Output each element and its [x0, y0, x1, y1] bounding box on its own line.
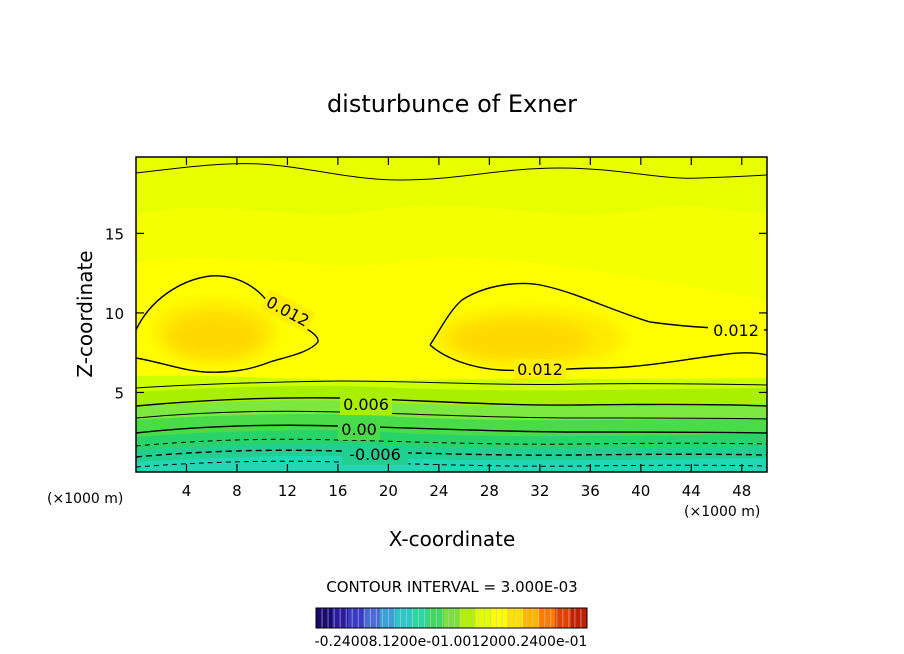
x-tick-label: 20: [379, 482, 398, 500]
contour-label-0.006: 0.006: [343, 395, 389, 414]
label-bg-0.012-b: [514, 359, 566, 379]
contour-label-0.012-c: 0.012: [713, 321, 759, 340]
x-tick-label: 4: [182, 482, 192, 500]
contour-line-neg-0.003: [136, 438, 767, 447]
contour-fill: [136, 157, 767, 472]
label-bg-0.012-c: [708, 320, 764, 340]
x-tick-label: 48: [732, 482, 751, 500]
contour-label-neg-0.006: -0.006: [349, 445, 401, 464]
colorbar-swatch: [443, 608, 460, 628]
y-tick-label: 15: [105, 225, 124, 243]
contour-line-0.012-left-cell: [136, 275, 319, 373]
contour-lines: [136, 163, 767, 468]
x-tick-label: 44: [682, 482, 701, 500]
contour-label-0.012-b: 0.012: [517, 360, 563, 379]
x-tick-label: 24: [429, 482, 448, 500]
colorbar-swatch: [507, 608, 524, 628]
y-axis-unit-right: (×1000 m): [684, 504, 760, 520]
colorbar-swatch: [555, 608, 572, 628]
fill-cell-right-core: [450, 320, 590, 360]
colorbar-swatch: [491, 608, 508, 628]
x-tick-label: 8: [232, 482, 242, 500]
chart-title: disturbunce of Exner: [327, 90, 577, 118]
contour-line-0.009: [136, 380, 767, 389]
colorbar-swatch: [411, 608, 429, 628]
x-tick-label: 28: [480, 482, 499, 500]
colorbar: [316, 608, 588, 628]
fill-cell-left-core: [167, 314, 263, 358]
x-axis-unit-left: (×1000 m): [47, 491, 123, 507]
y-tick-label: 5: [114, 384, 124, 402]
x-tick-label: 40: [631, 482, 650, 500]
label-bg-neg-0.006: [342, 445, 408, 465]
x-tick-label: 12: [278, 482, 297, 500]
colorbar-swatch: [316, 608, 333, 628]
colorbar-swatch: [475, 608, 492, 628]
x-tick-label: 16: [328, 482, 347, 500]
contour-line-neg-0.006: [136, 449, 767, 458]
fill-band-teal-2: [136, 455, 767, 472]
contour-line-0.00: [136, 424, 767, 434]
y-axis-label: Z-coordinate: [73, 250, 97, 377]
colorbar-swatch: [427, 608, 445, 628]
contour-line-0.012-right-cell: [429, 282, 767, 346]
contour-label-0.00: 0.00: [341, 420, 377, 439]
x-tick-label: 32: [530, 482, 549, 500]
colorbar-swatch: [347, 608, 365, 628]
colorbar-swatch: [539, 608, 556, 628]
y-tick-label: 10: [105, 305, 124, 323]
x-axis-ticks: 4 8 12 16 20 24 28 32 36 40 44 48: [182, 157, 751, 500]
x-tick-label: 36: [581, 482, 600, 500]
colorbar-swatch: [363, 608, 381, 628]
contour-line-top: [136, 163, 767, 181]
colorbar-swatch: [395, 608, 413, 628]
contour-line-0.006: [136, 397, 767, 407]
x-axis-label: X-coordinate: [389, 527, 516, 551]
colorbar-swatch: [523, 608, 540, 628]
colorbar-labels: -0.24008.1200e-01.0012000.2400e-01: [315, 634, 588, 650]
contour-line-0.012-right-lower: [429, 344, 767, 372]
y-axis-ticks: 5 10 15: [105, 225, 767, 402]
contour-interval-text: CONTOUR INTERVAL = 3.000E-03: [326, 578, 577, 596]
contour-line-neg-0.009: [136, 460, 767, 468]
label-bg-0.012-a: [259, 289, 317, 333]
label-bg-0.00: [338, 420, 380, 440]
plot-frame: [135, 156, 768, 473]
colorbar-frame: [315, 607, 588, 629]
contour-line-0.003: [136, 410, 767, 420]
label-bg-0.006: [340, 395, 392, 415]
colorbar-swatch: [459, 608, 476, 628]
colorbar-swatch: [571, 608, 588, 628]
